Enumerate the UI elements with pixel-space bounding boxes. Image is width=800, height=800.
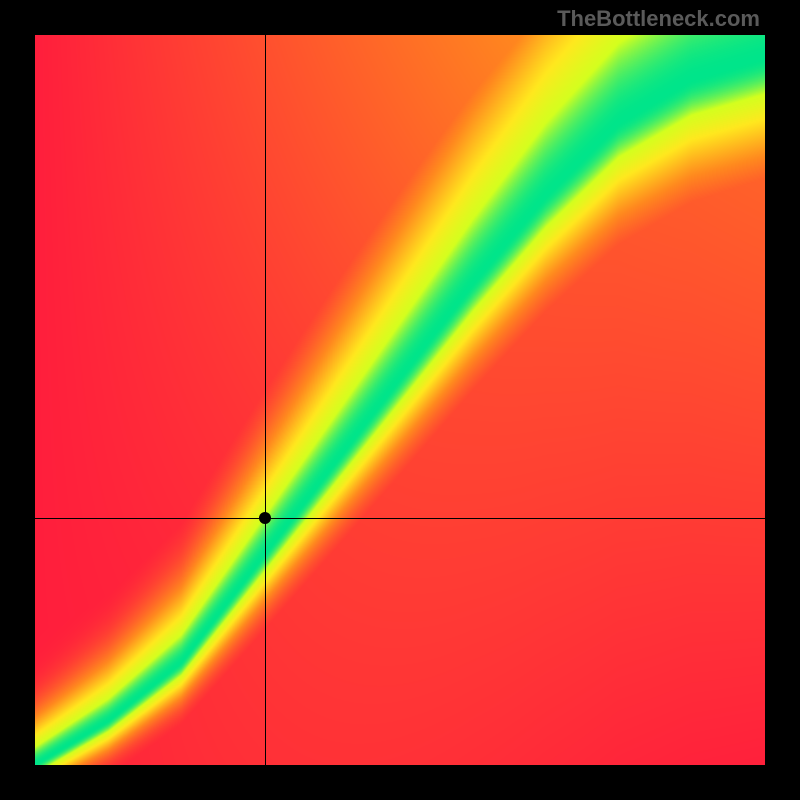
plot-area (35, 35, 765, 765)
heatmap-canvas (35, 35, 765, 765)
crosshair-vertical (265, 35, 266, 765)
watermark-text: TheBottleneck.com (557, 6, 760, 32)
marker-dot (259, 512, 271, 524)
crosshair-horizontal (35, 518, 765, 519)
